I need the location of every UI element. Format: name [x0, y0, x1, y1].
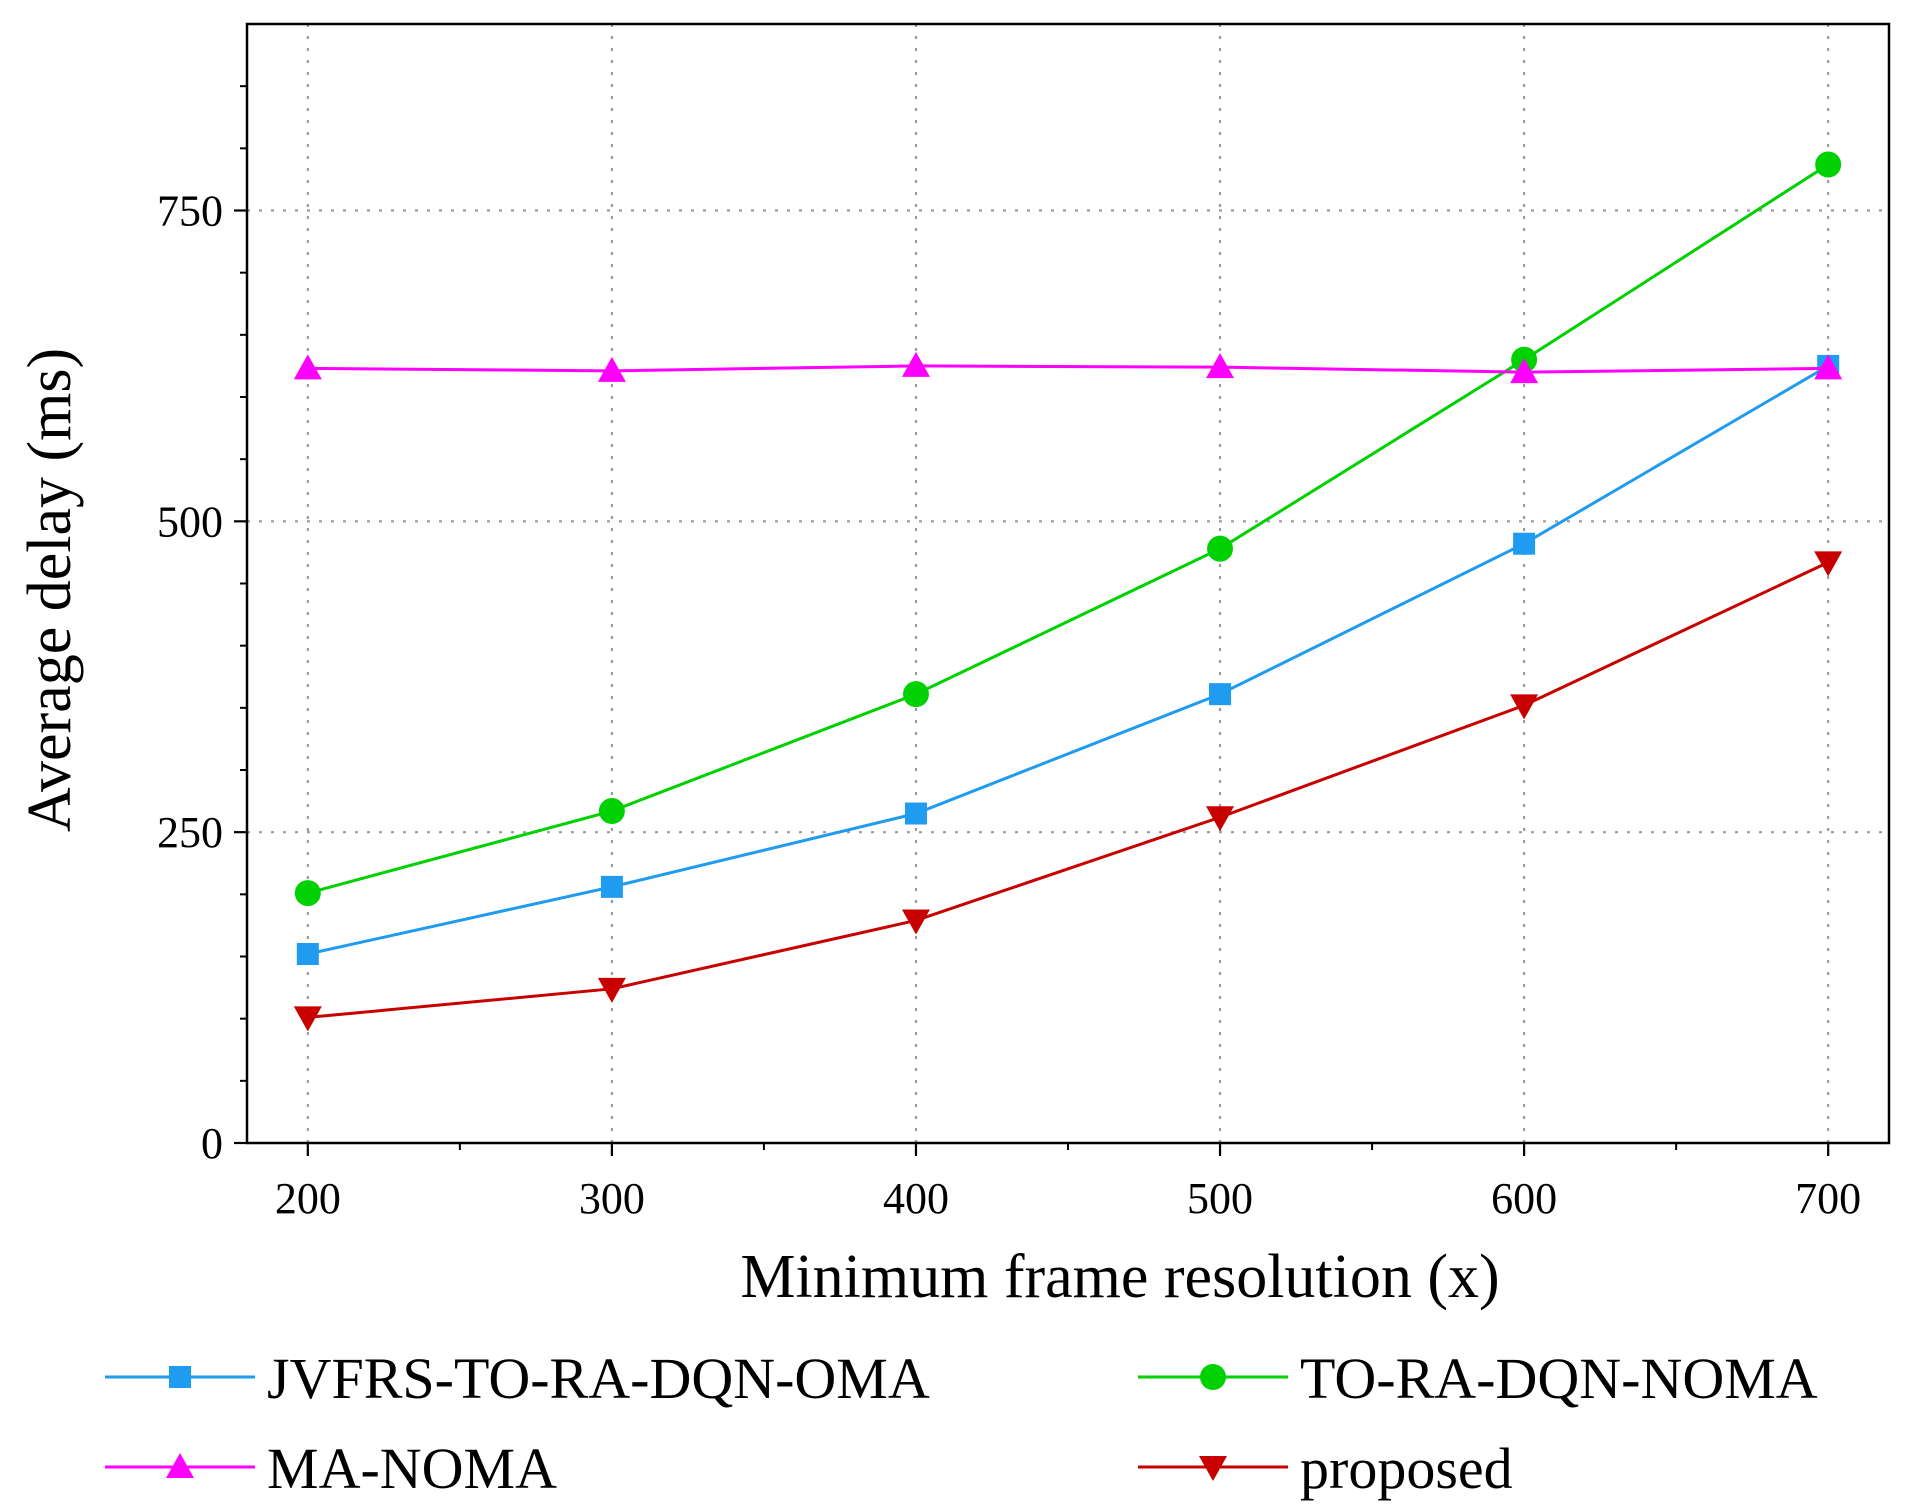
plot-frame	[245, 22, 1891, 1145]
x-tick-label-200: 200	[275, 1174, 341, 1223]
y-tick-label-250: 250	[157, 808, 223, 857]
axes: 200 300 400 500 600 700 0 250 500 750	[157, 22, 1891, 1223]
legend-label-2: TO-RA-DQN-NOMA	[1300, 1346, 1818, 1411]
legend-marker-2	[1200, 1364, 1226, 1390]
data-point-series-1-x400	[904, 802, 927, 825]
legend-label-3: MA-NOMA	[267, 1436, 557, 1501]
series-line-2	[307, 163, 1829, 895]
data-point-series-2-x200	[294, 880, 321, 907]
grid-lines	[247, 24, 1889, 1143]
data-point-series-1-x600	[1513, 532, 1536, 555]
series-layer	[293, 151, 1843, 1032]
series-line-4	[307, 561, 1829, 1019]
data-point-series-3-x300	[597, 356, 626, 382]
data-point-series-1-x300	[600, 875, 623, 898]
legend: JVFRS-TO-RA-DQN-OMA TO-RA-DQN-NOMA MA-NOMA…	[105, 1346, 1818, 1501]
data-point-series-3-x200	[293, 354, 322, 380]
data-point-series-4-x500	[1206, 806, 1235, 832]
x-tick-label-300: 300	[579, 1174, 645, 1223]
legend-label-4: proposed	[1300, 1436, 1513, 1501]
legend-label-1: JVFRS-TO-RA-DQN-OMA	[267, 1346, 930, 1411]
x-tick-label-400: 400	[883, 1174, 949, 1223]
data-point-series-2-x400	[902, 681, 929, 708]
data-point-series-3-x400	[901, 351, 930, 377]
data-point-series-3-x500	[1206, 353, 1235, 379]
legend-marker-1	[169, 1366, 191, 1388]
data-point-series-1-x500	[1209, 683, 1232, 706]
series-line-1	[307, 364, 1829, 956]
legend-marker-3	[166, 1453, 194, 1478]
x-tick-label-500: 500	[1187, 1174, 1253, 1223]
data-point-series-4-x700	[1814, 551, 1843, 577]
data-point-series-4-x400	[901, 909, 930, 935]
data-point-series-4-x600	[1510, 694, 1539, 720]
y-tick-label-750: 750	[157, 187, 223, 236]
y-tick-label-500: 500	[157, 497, 223, 546]
data-point-series-3-x600	[1510, 358, 1539, 384]
y-tick-label-0: 0	[201, 1119, 223, 1168]
data-point-series-1-x200	[296, 943, 319, 966]
y-axis-label: Average delay (ms)	[16, 348, 84, 832]
legend-marker-4	[1199, 1456, 1227, 1481]
x-tick-label-600: 600	[1491, 1174, 1557, 1223]
x-axis-label: Minimum frame resolution (x)	[740, 1243, 1499, 1311]
data-point-series-2-x300	[598, 798, 625, 825]
series-line-3	[307, 364, 1829, 374]
data-point-series-2-x700	[1815, 151, 1842, 178]
data-point-series-3-x700	[1814, 354, 1843, 380]
data-point-series-4-x300	[597, 977, 626, 1003]
x-tick-label-700: 700	[1795, 1174, 1861, 1223]
data-point-series-2-x500	[1207, 535, 1234, 562]
data-point-series-4-x200	[293, 1006, 322, 1032]
